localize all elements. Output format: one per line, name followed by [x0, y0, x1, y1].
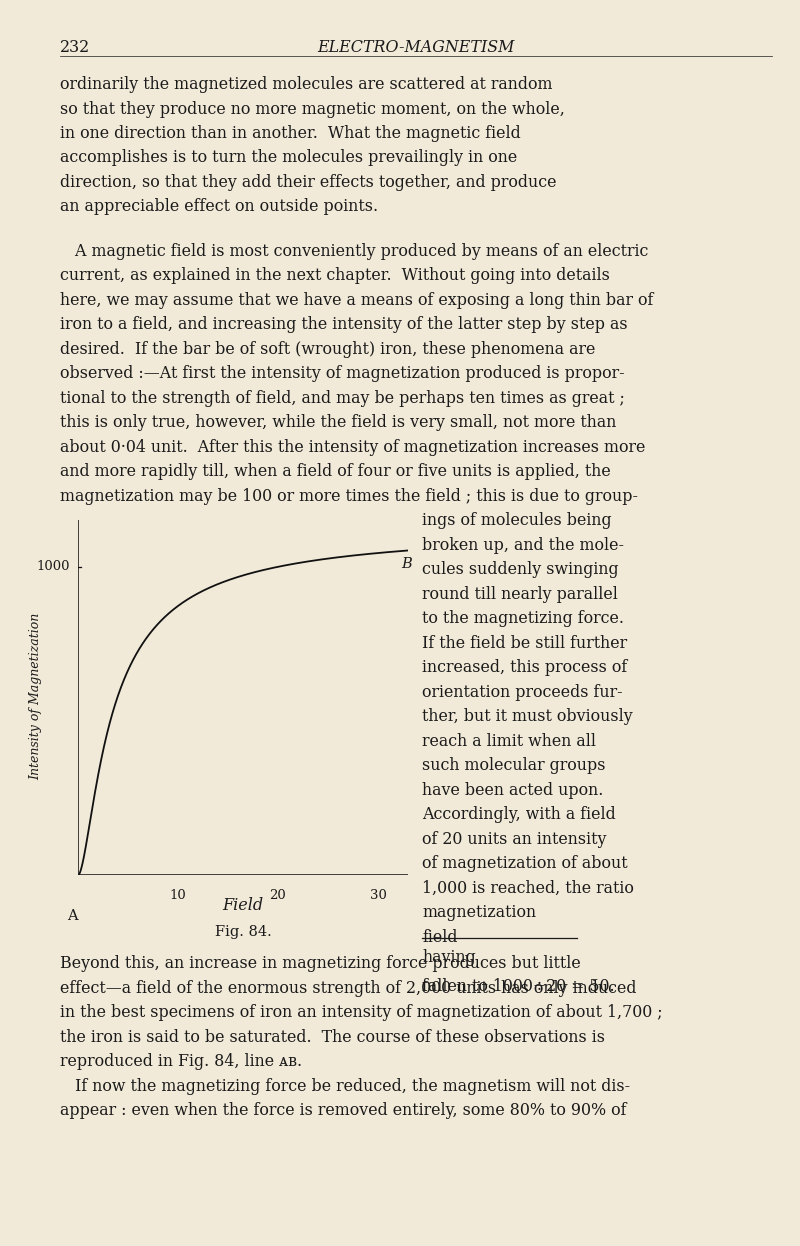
Text: ther, but it must obviously: ther, but it must obviously: [422, 709, 633, 725]
Text: round till nearly parallel: round till nearly parallel: [422, 586, 618, 603]
Text: cules suddenly swinging: cules suddenly swinging: [422, 562, 618, 578]
Text: current, as explained in the next chapter.  Without going into details: current, as explained in the next chapte…: [60, 268, 610, 284]
Text: in the best specimens of iron an intensity of magnetization of about 1,700 ;: in the best specimens of iron an intensi…: [60, 1004, 662, 1022]
Text: reproduced in Fig. 84, line ᴀʙ.: reproduced in Fig. 84, line ᴀʙ.: [60, 1054, 302, 1070]
Text: such molecular groups: such molecular groups: [422, 758, 606, 775]
Text: in one direction than in another.  What the magnetic field: in one direction than in another. What t…: [60, 125, 521, 142]
Text: this is only true, however, while the field is very small, not more than: this is only true, however, while the fi…: [60, 415, 616, 431]
Text: 1000: 1000: [37, 561, 70, 573]
Text: tional to the strength of field, and may be perhaps ten times as great ;: tional to the strength of field, and may…: [60, 390, 625, 407]
Text: orientation proceeds fur-: orientation proceeds fur-: [422, 684, 622, 701]
Text: an appreciable effect on outside points.: an appreciable effect on outside points.: [60, 198, 378, 216]
Text: appear : even when the force is removed entirely, some 80% to 90% of: appear : even when the force is removed …: [60, 1103, 626, 1119]
Text: have been acted upon.: have been acted upon.: [422, 782, 603, 799]
Text: of 20 units an intensity: of 20 units an intensity: [422, 831, 606, 849]
Text: Beyond this, an increase in magnetizing force produces but little: Beyond this, an increase in magnetizing …: [60, 956, 581, 972]
Text: having: having: [422, 948, 476, 966]
Text: 10: 10: [170, 890, 186, 902]
Text: observed :—At first the intensity of magnetization produced is propor-: observed :—At first the intensity of mag…: [60, 365, 625, 383]
Text: If now the magnetizing force be reduced, the magnetism will not dis-: If now the magnetizing force be reduced,…: [60, 1078, 630, 1095]
Text: 30: 30: [370, 890, 386, 902]
Text: about 0·04 unit.  After this the intensity of magnetization increases more: about 0·04 unit. After this the intensit…: [60, 439, 646, 456]
Text: Field: Field: [222, 897, 263, 915]
Text: ings of molecules being: ings of molecules being: [422, 512, 612, 530]
Text: B: B: [401, 557, 412, 571]
Text: increased, this process of: increased, this process of: [422, 659, 627, 677]
Text: effect—a field of the enormous strength of 2,000 units has only induced: effect—a field of the enormous strength …: [60, 981, 637, 997]
Text: Fig. 84.: Fig. 84.: [214, 926, 271, 939]
Text: fallen to 1000÷20 = 50.: fallen to 1000÷20 = 50.: [422, 978, 614, 996]
Text: reach a limit when all: reach a limit when all: [422, 733, 596, 750]
Text: so that they produce no more magnetic moment, on the whole,: so that they produce no more magnetic mo…: [60, 101, 565, 117]
Text: desired.  If the bar be of soft (wrought) iron, these phenomena are: desired. If the bar be of soft (wrought)…: [60, 341, 595, 358]
Text: ELECTRO-MAGNETISM: ELECTRO-MAGNETISM: [318, 39, 514, 56]
Text: of magnetization of about: of magnetization of about: [422, 856, 628, 872]
Text: to the magnetizing force.: to the magnetizing force.: [422, 611, 624, 628]
Text: and more rapidly till, when a field of four or five units is applied, the: and more rapidly till, when a field of f…: [60, 464, 610, 481]
Text: If the field be still further: If the field be still further: [422, 635, 627, 652]
Text: A magnetic field is most conveniently produced by means of an electric: A magnetic field is most conveniently pr…: [60, 243, 648, 260]
Text: magnetization may be 100 or more times the field ; this is due to group-: magnetization may be 100 or more times t…: [60, 488, 638, 505]
Text: Intensity of Magnetization: Intensity of Magnetization: [30, 613, 42, 780]
Text: iron to a field, and increasing the intensity of the latter step by step as: iron to a field, and increasing the inte…: [60, 316, 628, 334]
Text: 20: 20: [270, 890, 286, 902]
Text: accomplishes is to turn the molecules prevailingly in one: accomplishes is to turn the molecules pr…: [60, 150, 518, 167]
Text: magnetization: magnetization: [422, 905, 536, 922]
Text: the iron is said to be saturated.  The course of these observations is: the iron is said to be saturated. The co…: [60, 1029, 605, 1045]
Text: A: A: [66, 910, 78, 923]
Text: broken up, and the mole-: broken up, and the mole-: [422, 537, 624, 554]
Text: field: field: [422, 930, 458, 946]
Text: 232: 232: [60, 39, 90, 56]
Text: direction, so that they add their effects together, and produce: direction, so that they add their effect…: [60, 174, 557, 191]
Text: 1,000 is reached, the ratio: 1,000 is reached, the ratio: [422, 880, 634, 897]
Text: here, we may assume that we have a means of exposing a long thin bar of: here, we may assume that we have a means…: [60, 292, 654, 309]
Text: ordinarily the magnetized molecules are scattered at random: ordinarily the magnetized molecules are …: [60, 76, 553, 93]
Text: Accordingly, with a field: Accordingly, with a field: [422, 806, 616, 824]
